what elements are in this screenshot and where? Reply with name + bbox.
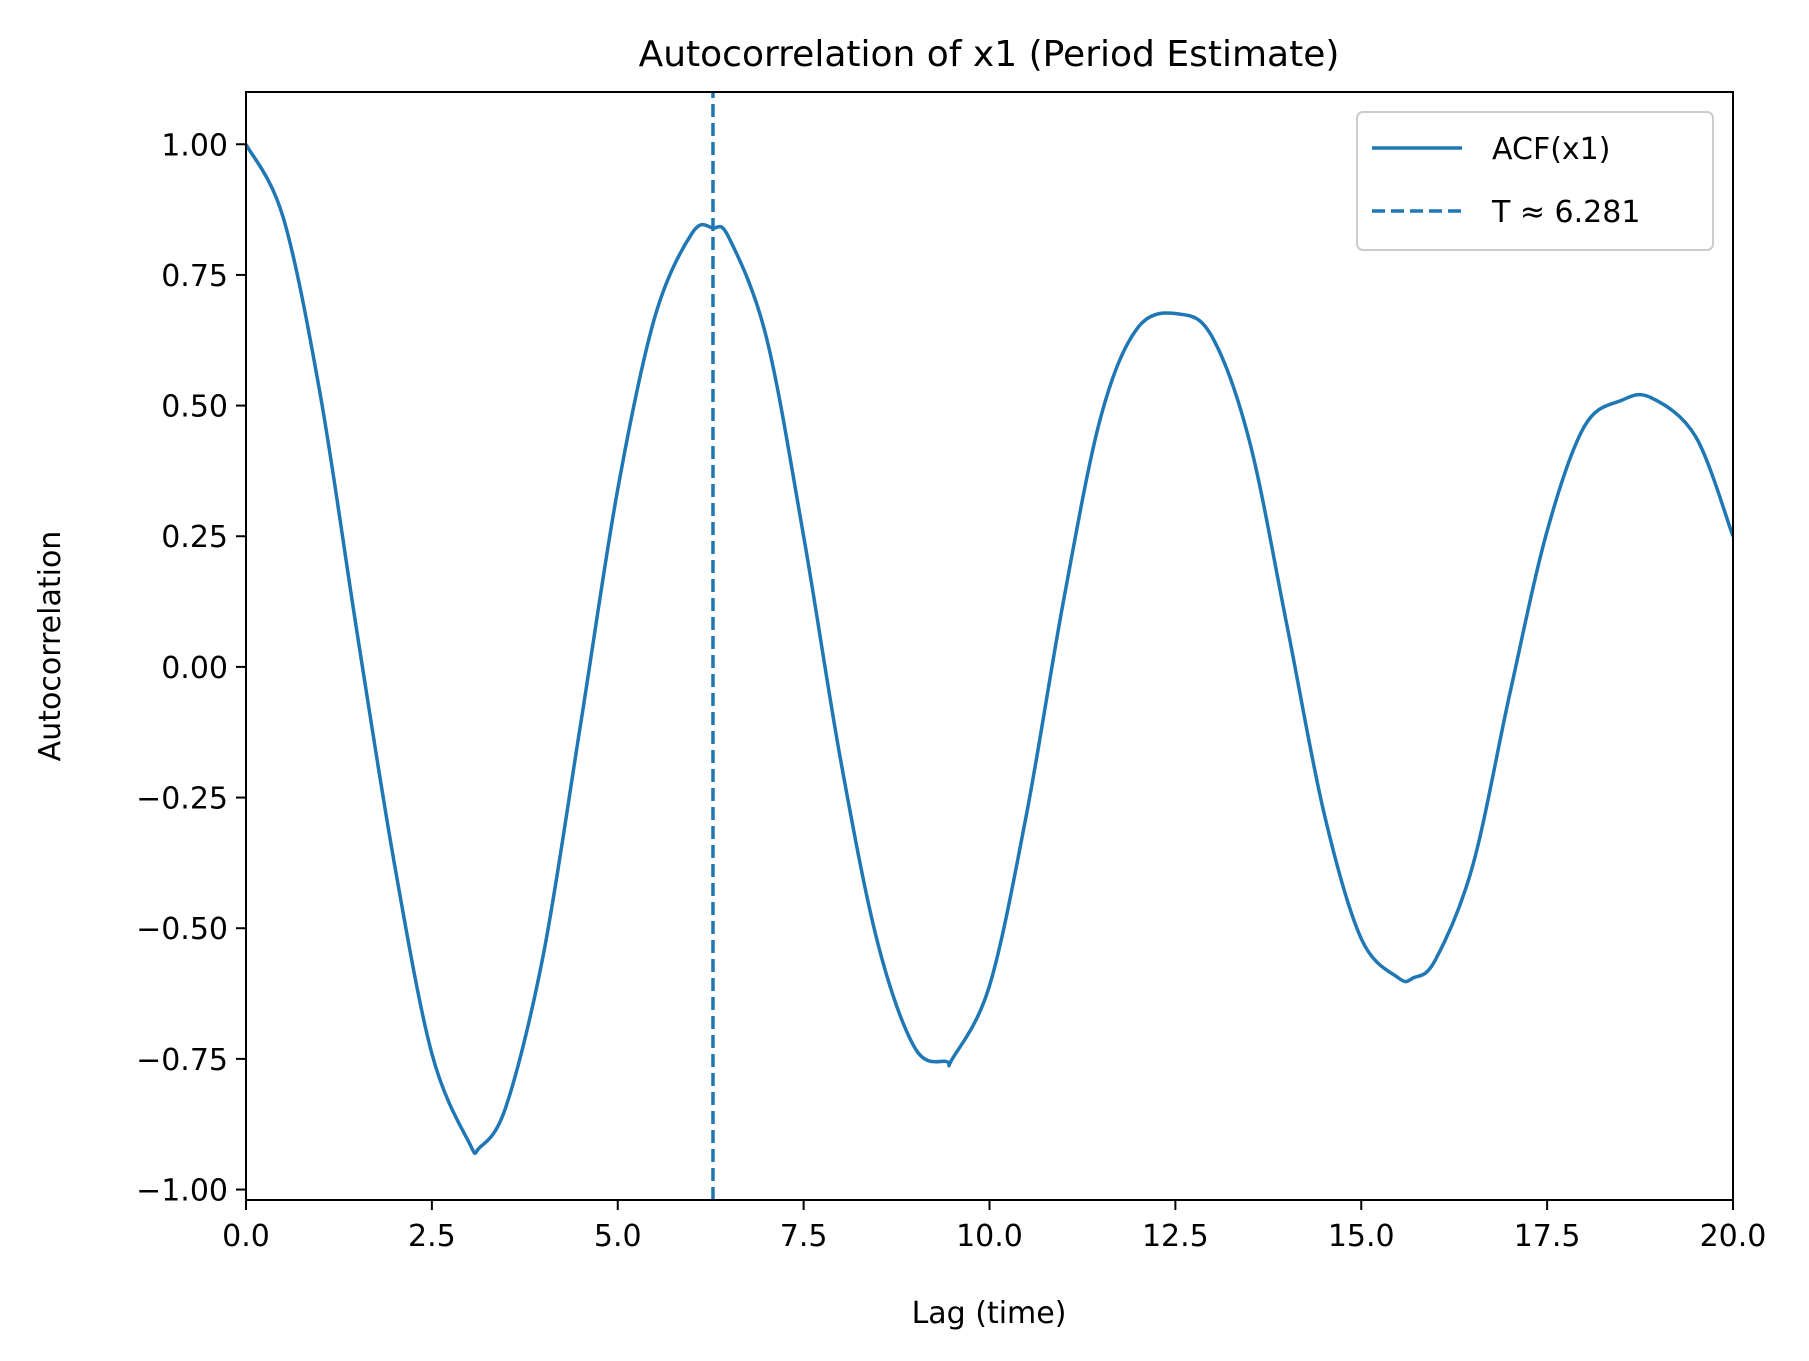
y-tick-label: −1.00 <box>136 1174 228 1209</box>
chart-title: Autocorrelation of x1 (Period Estimate) <box>639 34 1340 75</box>
x-tick-label: 17.5 <box>1514 1219 1581 1254</box>
x-tick-label: 20.0 <box>1700 1219 1767 1254</box>
x-tick-label: 0.0 <box>222 1219 270 1254</box>
legend-label-acf: ACF(x1) <box>1492 132 1610 167</box>
y-tick-label: 0.00 <box>161 651 228 686</box>
legend: ACF(x1) T ≈ 6.281 <box>1356 111 1714 251</box>
legend-label-period: T ≈ 6.281 <box>1491 195 1640 230</box>
y-axis-ticks: 1.00 0.75 0.50 0.25 0.00 −0.25 −0.50 −0.75 −1.00 <box>136 128 246 1209</box>
acf-series-line <box>246 143 1733 1156</box>
x-axis-label: Lag (time) <box>912 1296 1067 1331</box>
y-tick-label: 0.25 <box>161 520 228 555</box>
y-tick-label: 1.00 <box>161 128 228 163</box>
x-tick-label: 15.0 <box>1328 1219 1395 1254</box>
y-axis-label: Autocorrelation <box>33 531 68 762</box>
x-tick-label: 7.5 <box>780 1219 828 1254</box>
y-tick-label: −0.50 <box>136 912 228 947</box>
y-tick-label: −0.25 <box>136 782 228 817</box>
x-tick-label: 5.0 <box>594 1219 642 1254</box>
y-tick-label: −0.75 <box>136 1043 228 1078</box>
x-axis-ticks: 0.0 2.5 5.0 7.5 10.0 12.5 15.0 17.5 20.0 <box>222 1200 1766 1254</box>
series-layer <box>246 92 1733 1200</box>
x-tick-label: 2.5 <box>408 1219 456 1254</box>
x-tick-label: 10.0 <box>956 1219 1023 1254</box>
y-tick-label: 0.50 <box>161 390 228 425</box>
y-tick-label: 0.75 <box>161 259 228 294</box>
x-tick-label: 12.5 <box>1142 1219 1209 1254</box>
